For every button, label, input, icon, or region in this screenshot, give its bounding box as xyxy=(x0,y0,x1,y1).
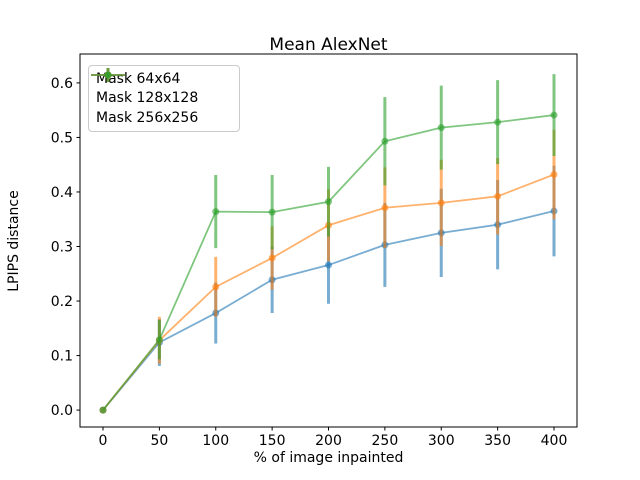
legend-item-mask-256x256: Mask 256x256 xyxy=(91,68,232,127)
y-tick-label: 0.1 xyxy=(51,349,73,365)
y-tick-label: 0.5 xyxy=(51,130,73,146)
axes-border xyxy=(79,53,578,428)
data-point-marker-mask-128x128 xyxy=(437,199,445,207)
data-point-marker-mask-128x128 xyxy=(212,283,220,291)
x-tick-label: 0 xyxy=(99,433,108,449)
data-point-marker-mask-128x128 xyxy=(268,254,276,262)
data-point-marker-mask-256x256 xyxy=(268,208,276,216)
x-tick-label: 400 xyxy=(541,433,568,449)
data-point-marker-mask-256x256 xyxy=(325,198,332,206)
data-point-marker-mask-256x256 xyxy=(494,118,502,126)
legend-label: Mask 128x128 xyxy=(96,90,199,107)
data-point-marker-mask-256x256 xyxy=(437,124,445,132)
legend: Mask 64x64 Mask 128x128 Mask 256x256 xyxy=(88,65,240,132)
y-tick-label: 0.3 xyxy=(51,239,73,255)
y-tick-label: 0.2 xyxy=(51,294,73,310)
data-point-marker-mask-256x256 xyxy=(99,406,107,414)
x-tick-label: 200 xyxy=(315,433,342,449)
legend-label: Mask 256x256 xyxy=(96,110,199,127)
y-tick-label: 0.4 xyxy=(51,185,73,201)
legend-item-mask-128x128: Mask 128x128 xyxy=(91,68,232,107)
data-point-marker-mask-128x128 xyxy=(550,171,558,179)
x-tick-label: 300 xyxy=(428,433,455,449)
chart-title: Mean AlexNet xyxy=(269,35,388,55)
x-tick-label: 50 xyxy=(150,433,168,449)
y-axis-label: LPIPS distance xyxy=(6,190,22,292)
data-point-marker-mask-256x256 xyxy=(212,208,220,216)
x-tick-label: 250 xyxy=(372,433,399,449)
y-tick-label: 0.0 xyxy=(51,403,73,419)
data-point-marker-mask-128x128 xyxy=(494,192,502,200)
data-point-marker-mask-64x64 xyxy=(325,261,332,269)
data-point-marker-mask-256x256 xyxy=(155,336,163,344)
y-tick-label: 0.6 xyxy=(51,76,73,92)
data-point-marker-mask-256x256 xyxy=(381,137,389,145)
data-point-marker-mask-256x256 xyxy=(550,111,558,119)
x-axis-label: % of image inpainted xyxy=(253,450,404,466)
errorbar-line-marker-icon xyxy=(91,68,125,82)
x-tick-label: 100 xyxy=(202,433,229,449)
x-tick-label: 350 xyxy=(484,433,511,449)
data-point-marker-mask-128x128 xyxy=(381,204,389,212)
x-tick-label: 150 xyxy=(259,433,286,449)
